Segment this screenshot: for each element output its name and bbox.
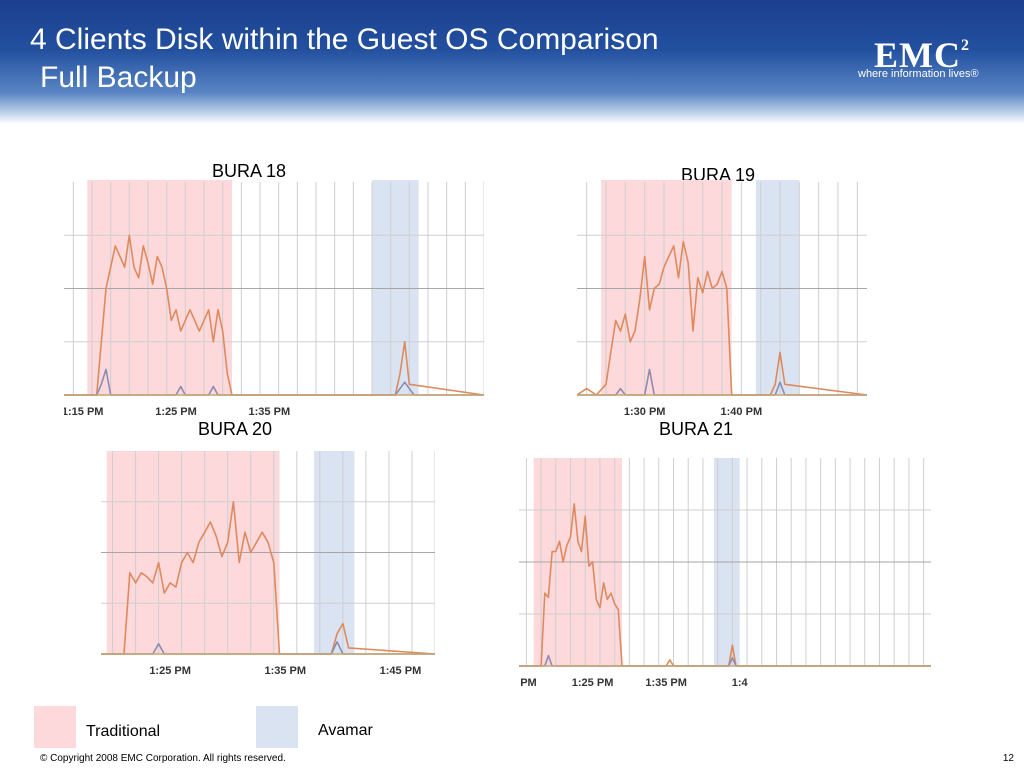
page-number: 12 [1002,753,1014,764]
x-tick-label: 1:35 PM [264,665,306,677]
chart-bura-20: 1:25 PM 1:35 PM 1:45 PM [101,451,435,677]
logo-wordmark: EMC2 [874,30,970,75]
chart-bura-19: 1:30 PM 1:40 PM [577,180,867,418]
legend-swatch-avamar [256,706,298,748]
logo-tagline: where information lives® [858,68,979,80]
x-tick-label: 1:30 PM [624,406,666,418]
copyright-footer: © Copyright 2008 EMC Corporation. All ri… [40,753,286,764]
x-tick-label: 1:25 PM [149,665,191,677]
band-avamar [372,180,419,395]
x-tick-label: 1:25 PM [155,406,197,418]
chart-title-bura-20: BURA 20 [198,419,273,439]
x-tick-label: 1:4 [732,677,749,689]
chart-bura-18: 1:15 PM 1:25 PM 1:35 PM [64,180,484,418]
emc-logo: EMC2 where information lives® [858,30,988,82]
x-tick-label: 1:45 PM [380,665,422,677]
band-traditional [601,180,732,395]
legend-swatch-traditional [34,706,76,748]
legend-label-avamar: Avamar [318,722,373,739]
x-tick-label: 1:35 PM [645,677,687,689]
slide-title: 4 Clients Disk within the Guest OS Compa… [30,23,659,56]
x-tick-label: 1:40 PM [721,406,763,418]
series-line-secondary [577,368,867,396]
legend-label-traditional: Traditional [86,723,161,740]
x-tick-label: 1:15 PM [64,406,103,418]
series-line-primary [577,240,867,396]
chart-bura-21: :15 PM 1:25 PM 1:35 PM 1:4 [519,458,931,689]
band-traditional [87,180,232,395]
series-line-primary [519,502,931,667]
chart-title-bura-21: BURA 21 [659,419,734,439]
band-avamar [755,180,800,395]
logo-superscript: 2 [961,37,970,54]
logo-wordmark-text: EMC [874,35,961,75]
chart-title-bura-18: BURA 18 [212,161,287,181]
title-banner: 4 Clients Disk within the Guest OS Compa… [0,0,1024,124]
slide-subtitle: Full Backup [40,61,197,94]
x-tick-label: 1:25 PM [572,677,614,689]
x-tick-label: :15 PM [519,677,537,689]
x-tick-label: 1:35 PM [249,406,291,418]
